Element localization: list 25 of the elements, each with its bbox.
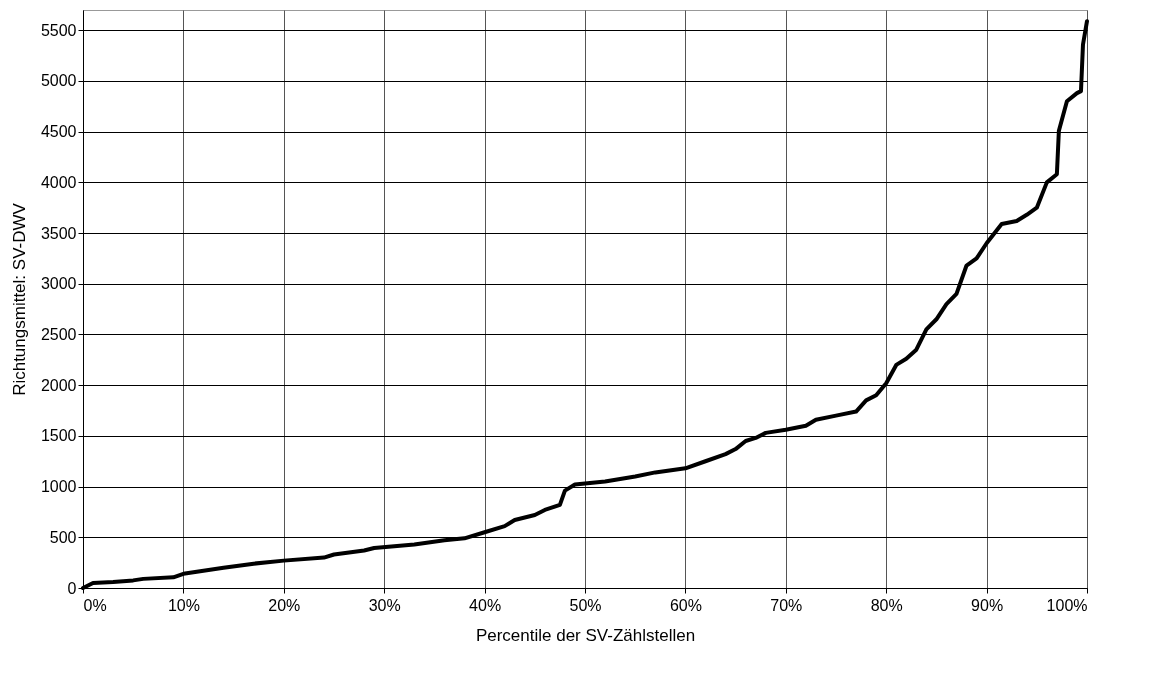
y-tick-label: 2000 — [40, 376, 77, 394]
x-tick-label: 20% — [268, 596, 301, 614]
y-tick-label: 3500 — [40, 224, 77, 242]
y-tick-label: 3000 — [40, 275, 77, 293]
x-tick-label: 80% — [870, 596, 903, 614]
x-tick-label: 70% — [770, 596, 803, 614]
y-tick-label: 500 — [49, 528, 77, 546]
x-tick-label: 90% — [971, 596, 1004, 614]
y-tick-label: 4000 — [40, 173, 77, 191]
x-tick-label: 30% — [368, 596, 401, 614]
x-tick-label: 60% — [669, 596, 702, 614]
x-axis-title: Percentile der SV-Zählstellen — [475, 625, 696, 645]
x-tick-label: 50% — [569, 596, 602, 614]
x-tick-label: 10% — [167, 596, 200, 614]
x-tick-label: 100% — [1046, 596, 1088, 614]
y-tick-label: 5000 — [40, 72, 77, 90]
y-axis-title: Richtungsmittel: SV-DWV — [9, 202, 29, 396]
x-tick-label: 0% — [83, 596, 107, 614]
y-tick-label: 5500 — [40, 21, 77, 39]
y-tick-label: 0 — [67, 579, 77, 597]
y-tick-label: 2500 — [40, 325, 77, 343]
x-tick-label: 40% — [469, 596, 502, 614]
y-tick-label: 1500 — [40, 427, 77, 445]
y-tick-label: 4500 — [40, 123, 77, 141]
y-tick-label: 1000 — [40, 478, 77, 496]
